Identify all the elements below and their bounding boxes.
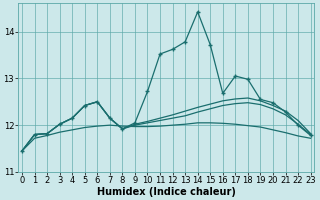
X-axis label: Humidex (Indice chaleur): Humidex (Indice chaleur) [97,187,236,197]
